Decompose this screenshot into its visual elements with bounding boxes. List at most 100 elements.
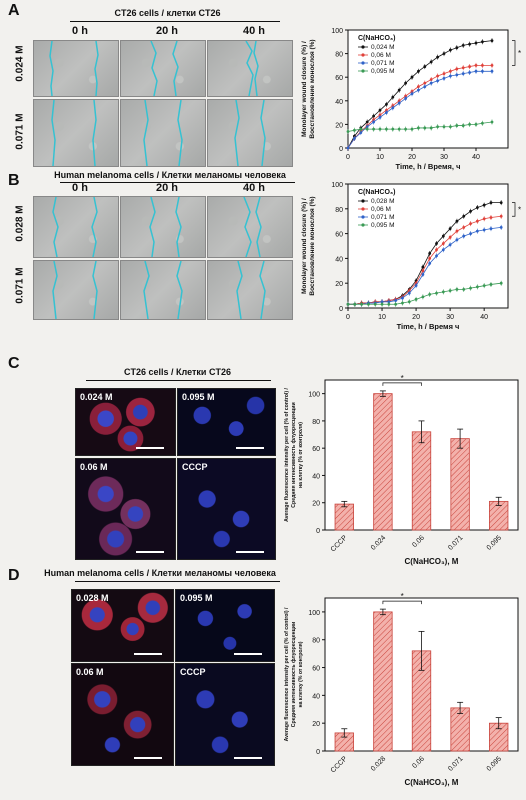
wound-edge-lines xyxy=(236,260,266,320)
y-tick-label: 20 xyxy=(335,281,343,288)
x-tick-label: 40 xyxy=(472,154,480,161)
data-point xyxy=(489,283,493,286)
data-point xyxy=(429,126,433,130)
data-point xyxy=(417,126,420,130)
data-point xyxy=(490,120,494,124)
data-point xyxy=(428,261,432,265)
data-point xyxy=(455,229,459,233)
bar xyxy=(450,438,470,531)
data-point xyxy=(462,214,466,218)
data-point xyxy=(461,66,465,70)
data-point xyxy=(385,127,388,131)
data-point xyxy=(435,248,438,252)
data-point xyxy=(490,39,494,43)
wound-image-a-0024-20h xyxy=(120,40,206,97)
x-tick-label: 0.095 xyxy=(486,534,503,551)
y-axis-label: Monolayer wound closure (%) / xyxy=(301,198,308,294)
bar xyxy=(373,393,393,531)
data-point xyxy=(417,88,420,92)
data-point xyxy=(404,127,407,131)
fluor-label: CCCP xyxy=(182,462,208,472)
data-point xyxy=(474,41,478,45)
wound-edge-lines xyxy=(143,260,183,320)
data-point xyxy=(469,286,472,290)
y-tick-label: 80 xyxy=(335,52,343,59)
y-tick-label: 40 xyxy=(312,693,320,700)
legend-label: 0,095 M xyxy=(371,222,395,229)
wound-image-b-0071-40h xyxy=(207,260,293,320)
data-point xyxy=(397,88,401,92)
y-axis-label: на клетку (% от контроля) xyxy=(298,641,304,707)
data-point xyxy=(442,125,446,129)
data-point xyxy=(429,81,433,85)
data-point xyxy=(448,243,452,247)
data-point xyxy=(468,65,471,68)
wound-edge-lines xyxy=(245,40,259,97)
wound-edge-lines xyxy=(243,196,262,258)
fluor-image-d-cccp: CCCP xyxy=(175,663,275,766)
chart-b-wound-closure: 0 20 40 60 80 100 0 10 20 30 40 Time, h / Время ч Mo… xyxy=(301,182,521,331)
bar xyxy=(411,431,432,531)
data-point xyxy=(423,85,427,89)
chart-c-fluorescence: 0 20 40 60 80 100 CCCP 0.024 0.06 0.071 0.095 * C(Na… xyxy=(284,374,519,566)
significance-bracket xyxy=(382,382,422,386)
scale-bar xyxy=(134,653,162,655)
fluor-label: 0.06 M xyxy=(80,462,108,472)
panel-b-title: Human melanoma cells / Клетки меланомы ч… xyxy=(54,170,286,180)
data-point xyxy=(378,115,382,119)
y-tick-label: 20 xyxy=(312,721,320,728)
data-point xyxy=(436,79,439,83)
data-point xyxy=(475,206,479,209)
data-point xyxy=(462,226,466,229)
data-point xyxy=(441,242,445,245)
data-point xyxy=(428,252,432,255)
fluor-image-c-0024: 0.024 M xyxy=(75,388,176,456)
panel-b-col-0h: 0 h xyxy=(72,182,88,194)
y-tick-label: 0 xyxy=(339,146,343,153)
panel-d-title-underline xyxy=(75,581,280,582)
data-point xyxy=(365,127,369,131)
legend-swatch-marker xyxy=(361,207,365,211)
legend-label: 0,06 M xyxy=(371,52,391,59)
panel-b-col-20h: 20 h xyxy=(155,182,178,194)
y-tick-label: 100 xyxy=(308,392,320,399)
data-point xyxy=(394,302,398,306)
x-tick-label: CCCP xyxy=(330,534,349,553)
legend-swatch-marker xyxy=(361,53,365,57)
data-point xyxy=(372,120,375,124)
scale-bar xyxy=(136,447,164,449)
significance-star: * xyxy=(518,49,521,58)
scale-bar xyxy=(234,757,262,759)
data-point xyxy=(410,75,414,79)
data-point xyxy=(490,69,494,73)
panel-a-title: CT26 cells / клетки CT26 xyxy=(114,8,221,18)
data-point xyxy=(481,69,484,73)
data-point xyxy=(414,284,418,288)
data-point xyxy=(401,301,404,305)
data-point xyxy=(442,76,446,80)
data-point xyxy=(455,67,459,71)
plot-frame xyxy=(347,183,509,309)
wound-image-a-0071-20h xyxy=(120,99,206,167)
significance-bracket xyxy=(512,202,516,217)
scale-bar xyxy=(234,653,262,655)
panel-b-title-underline xyxy=(60,182,295,183)
data-point xyxy=(407,291,411,295)
data-point xyxy=(474,69,478,73)
data-point xyxy=(372,114,375,118)
x-tick-label: CCCP xyxy=(330,755,349,774)
wound-edge-lines xyxy=(52,196,98,258)
data-point xyxy=(455,219,459,223)
x-tick-label: 0.071 xyxy=(447,534,464,551)
panel-b-row-0028: 0.028 M xyxy=(14,205,26,242)
data-point xyxy=(441,248,445,252)
data-point xyxy=(441,234,445,238)
data-point xyxy=(394,299,398,302)
panel-c-title: CT26 cells / Клетки CT26 xyxy=(124,367,231,377)
data-point xyxy=(397,101,401,105)
panel-a-col-0h: 0 h xyxy=(72,25,88,37)
data-point xyxy=(346,302,350,306)
x-tick-label: 0.024 xyxy=(370,534,387,551)
data-point xyxy=(421,273,425,276)
x-axis-label: C(NaHCO₃), M xyxy=(405,778,459,787)
